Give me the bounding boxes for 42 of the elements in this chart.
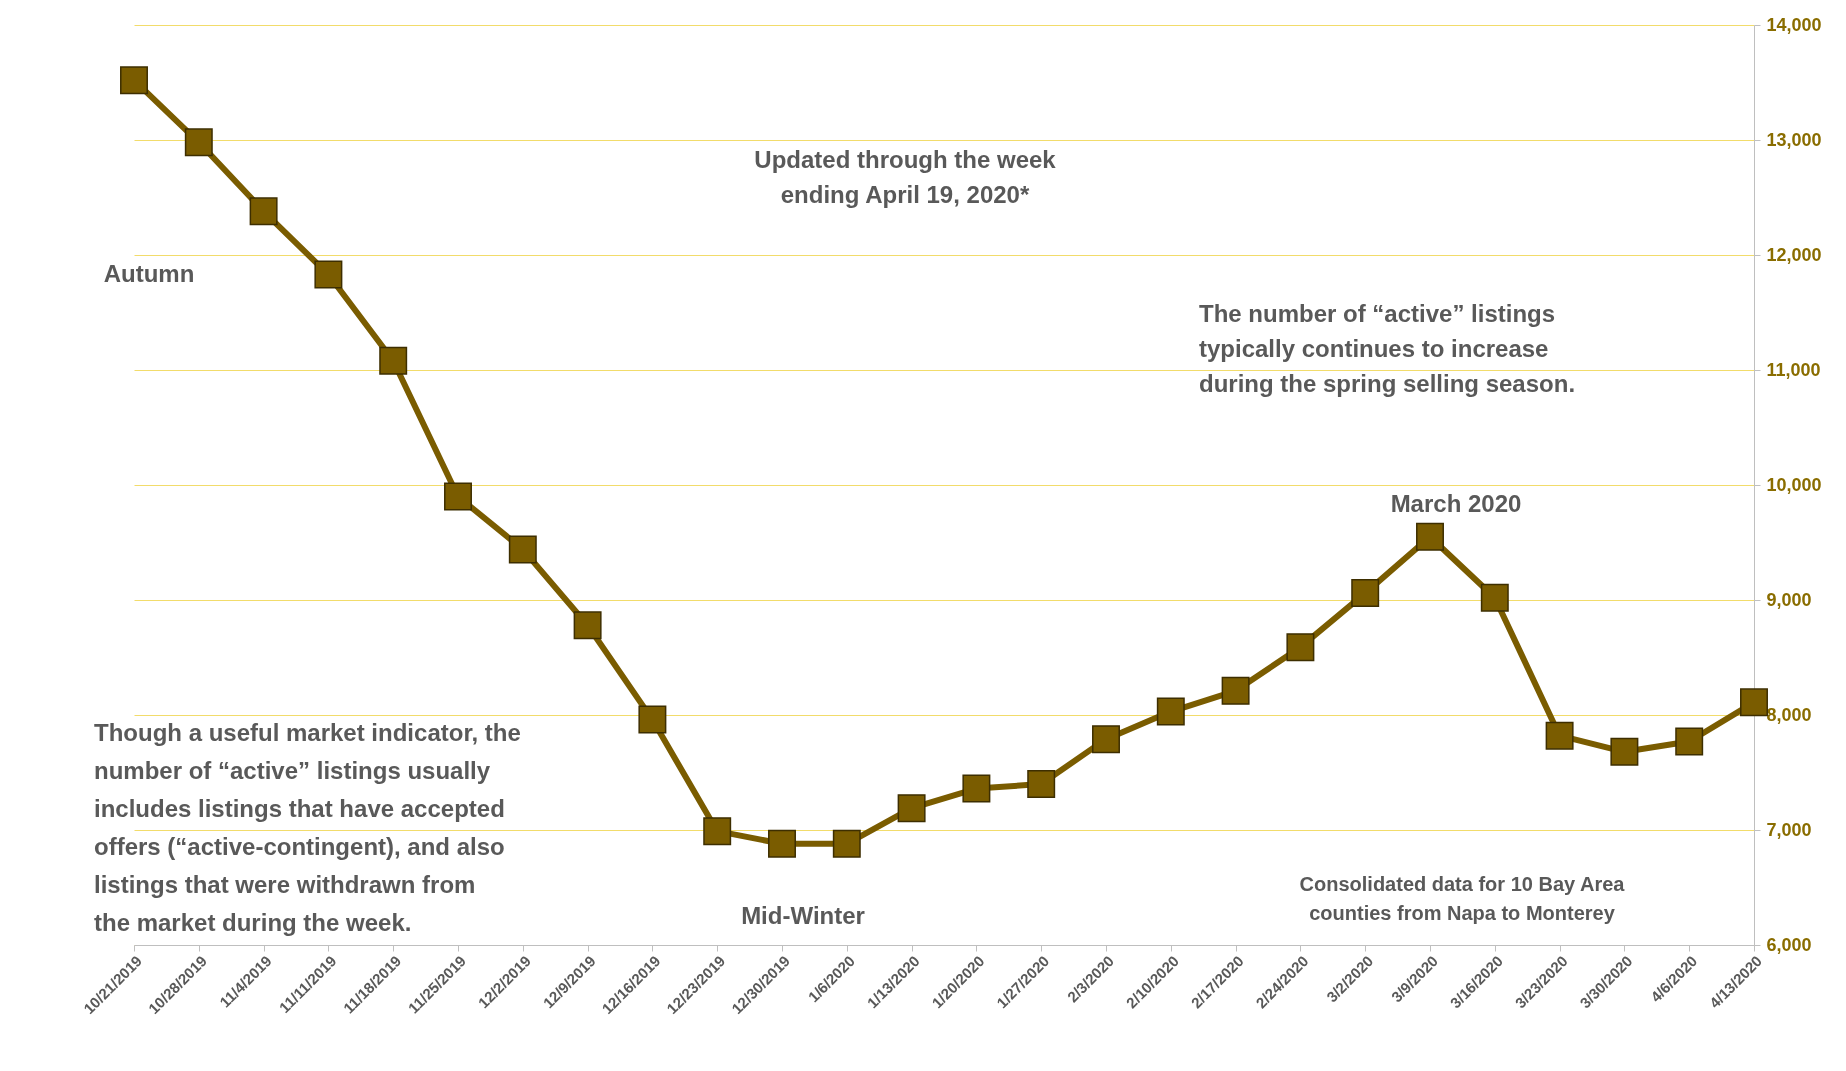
- y-tick-label: 10,000: [1766, 474, 1822, 495]
- annotation: The number of “active” listings typically continues to increase during the spring selling season.: [1199, 300, 1576, 397]
- point: [962, 774, 991, 803]
- annotation: March 2020: [1390, 490, 1522, 517]
- point: [249, 197, 278, 226]
- annotation: Mid-Winter: [741, 902, 865, 929]
- annotation: Updated through the week ending April 19, 2020*: [754, 146, 1057, 208]
- point: [444, 482, 472, 511]
- point: [184, 128, 213, 157]
- y-tick-label: 9,000: [1766, 589, 1812, 610]
- point: [1156, 697, 1185, 726]
- point: [1610, 737, 1639, 766]
- y-tick-label: 6,000: [1766, 934, 1812, 955]
- y-tick-label: 14,000: [1766, 14, 1822, 35]
- point: [1092, 725, 1120, 754]
- point: [1416, 522, 1444, 551]
- point: [1221, 676, 1250, 705]
- y-tick-label: 11,000: [1766, 359, 1821, 380]
- point: [1351, 579, 1380, 608]
- point: [832, 829, 861, 858]
- point: [1027, 770, 1056, 798]
- point: [703, 817, 732, 846]
- point: [1740, 688, 1768, 717]
- point: [508, 535, 537, 564]
- y-tick-label: 8,000: [1766, 704, 1812, 725]
- point: [1480, 583, 1509, 612]
- point: [573, 611, 602, 640]
- y-tick-label: 7,000: [1766, 819, 1812, 840]
- y-tick-label: 12,000: [1766, 244, 1822, 265]
- point: [768, 829, 796, 858]
- point: [379, 346, 408, 375]
- point: [120, 66, 148, 95]
- point: [897, 794, 926, 823]
- point: [1675, 727, 1704, 756]
- point: [638, 705, 667, 734]
- annotation: Though a useful market indicator, the number of “active” listings usually includes listings that have accepted offers (“active-contingent), and also listings that were withdrawn from the market during the week.: [94, 719, 521, 936]
- point: [1286, 633, 1315, 662]
- annotation: Consolidated data for 10 Bay Area counties from Napa to Monterey: [1299, 873, 1626, 924]
- y-tick-label: 13,000: [1766, 129, 1822, 150]
- annotation: Autumn: [103, 260, 195, 287]
- point: [314, 260, 343, 289]
- point: [1545, 721, 1574, 750]
